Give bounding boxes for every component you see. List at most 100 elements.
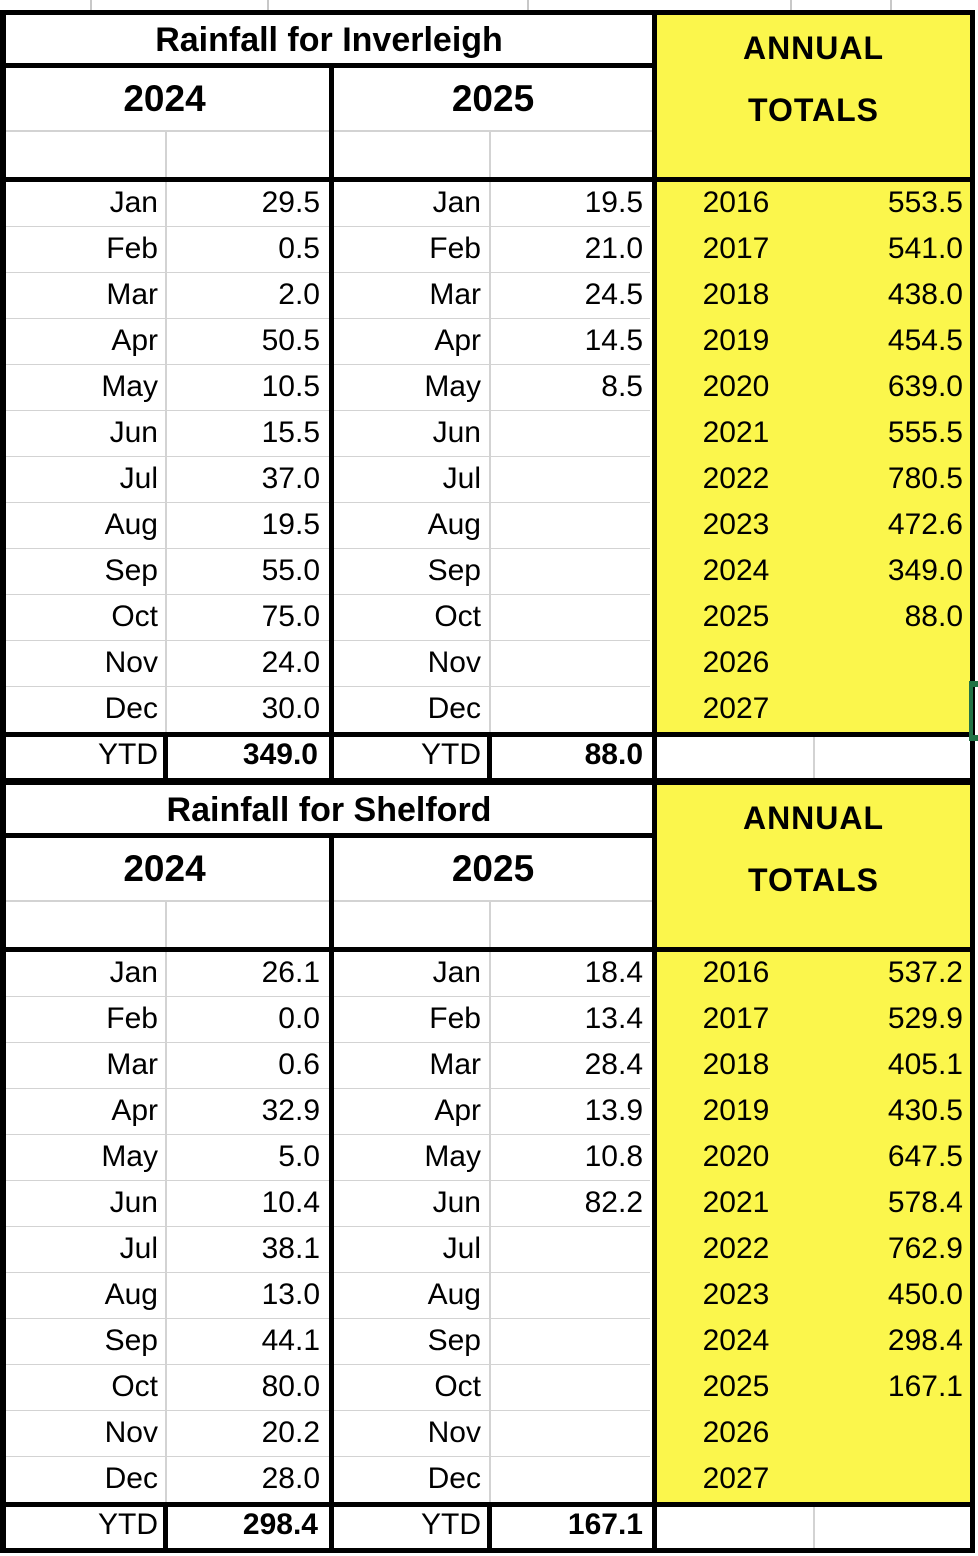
month-cell[interactable]: Nov [104,1416,158,1449]
annual-total-cell[interactable]: 298.4 [887,1324,963,1357]
annual-year-cell[interactable]: 2027 [702,1462,770,1495]
month-cell[interactable]: Sep [104,1324,158,1357]
month-cell[interactable]: Nov [427,646,481,679]
month-cell[interactable]: Sep [104,554,158,587]
annual-year-cell[interactable]: 2027 [702,692,770,725]
rainfall-value-cell[interactable]: 10.5 [261,370,320,403]
rainfall-value-cell[interactable] [489,1364,643,1410]
rainfall-value-cell[interactable]: 80.0 [261,1370,320,1403]
month-cell[interactable]: Jul [119,462,158,495]
annual-total-cell[interactable]: 430.5 [887,1094,963,1127]
annual-total-cell[interactable]: 438.0 [887,278,963,311]
annual-year-cell[interactable]: 2025 [702,1370,770,1403]
annual-year-cell[interactable]: 2021 [702,1186,770,1219]
rainfall-value-cell[interactable]: 0.0 [278,1002,320,1035]
month-cell[interactable]: Apr [434,1094,481,1127]
annual-total-cell[interactable] [815,1456,963,1502]
month-cell[interactable]: May [424,370,481,403]
month-cell[interactable]: Nov [104,646,158,679]
month-cell[interactable]: Aug [104,508,158,541]
month-cell[interactable]: Aug [104,1278,158,1311]
month-cell[interactable]: Oct [111,600,158,633]
rainfall-value-cell[interactable]: 55.0 [261,554,320,587]
month-cell[interactable]: Mar [106,1048,158,1081]
annual-total-cell[interactable]: 780.5 [887,462,963,495]
rainfall-value-cell[interactable] [489,548,643,594]
annual-total-cell[interactable]: 88.0 [904,600,963,633]
rainfall-value-cell[interactable]: 44.1 [261,1324,320,1357]
month-cell[interactable]: Aug [427,1278,481,1311]
annual-year-cell[interactable]: 2023 [702,508,770,541]
month-cell[interactable]: Jul [442,462,481,495]
rainfall-value-cell[interactable] [489,1272,643,1318]
rainfall-value-cell[interactable]: 28.4 [584,1048,643,1081]
cell-selection-handle[interactable] [969,681,978,687]
rainfall-value-cell[interactable] [489,502,643,548]
rainfall-value-cell[interactable]: 10.8 [584,1140,643,1173]
month-cell[interactable]: Apr [111,324,158,357]
month-cell[interactable]: Feb [106,232,158,265]
rainfall-value-cell[interactable] [489,410,643,456]
rainfall-value-cell[interactable]: 29.5 [261,186,320,219]
month-cell[interactable]: Aug [427,508,481,541]
rainfall-value-cell[interactable]: 24.0 [261,646,320,679]
month-cell[interactable]: Feb [429,1002,481,1035]
rainfall-value-cell[interactable]: 37.0 [261,462,320,495]
month-cell[interactable]: Mar [429,278,481,311]
annual-year-cell[interactable]: 2021 [702,416,770,449]
month-cell[interactable]: Dec [104,692,158,725]
annual-year-cell[interactable]: 2016 [702,956,770,989]
rainfall-value-cell[interactable]: 21.0 [584,232,643,265]
rainfall-value-cell[interactable] [489,1226,643,1272]
year-column-header[interactable]: 2025 [451,848,535,889]
rainfall-value-cell[interactable]: 30.0 [261,692,320,725]
month-cell[interactable]: Sep [427,1324,481,1357]
rainfall-value-cell[interactable]: 28.0 [261,1462,320,1495]
month-cell[interactable]: Jan [109,186,158,219]
month-cell[interactable]: Oct [434,1370,481,1403]
rainfall-value-cell[interactable]: 13.0 [261,1278,320,1311]
annual-year-cell[interactable]: 2019 [702,324,770,357]
month-cell[interactable]: Jun [432,1186,481,1219]
month-cell[interactable]: Dec [427,1462,481,1495]
rainfall-value-cell[interactable]: 14.5 [584,324,643,357]
rainfall-value-cell[interactable]: 18.4 [584,956,643,989]
month-cell[interactable]: Jun [109,1186,158,1219]
month-cell[interactable]: Oct [111,1370,158,1403]
annual-year-cell[interactable]: 2016 [702,186,770,219]
annual-total-cell[interactable]: 762.9 [887,1232,963,1265]
ytd-total-cell[interactable]: 349.0 [242,738,318,771]
rainfall-value-cell[interactable]: 15.5 [261,416,320,449]
annual-year-cell[interactable]: 2020 [702,370,770,403]
month-cell[interactable]: Jan [432,956,481,989]
rainfall-value-cell[interactable] [489,686,643,732]
ytd-total-cell[interactable]: 167.1 [567,1508,643,1541]
year-column-header[interactable]: 2024 [123,78,206,119]
month-cell[interactable]: Mar [106,278,158,311]
rainfall-value-cell[interactable] [489,1318,643,1364]
month-cell[interactable]: Apr [434,324,481,357]
annual-total-cell[interactable]: 405.1 [887,1048,963,1081]
rainfall-value-cell[interactable] [489,1456,643,1502]
month-cell[interactable]: Feb [106,1002,158,1035]
annual-year-cell[interactable]: 2024 [702,554,770,587]
annual-total-cell[interactable]: 349.0 [887,554,963,587]
rainfall-value-cell[interactable]: 19.5 [584,186,643,219]
annual-total-cell[interactable] [815,640,963,686]
rainfall-value-cell[interactable]: 26.1 [261,956,320,989]
annual-year-cell[interactable]: 2018 [702,1048,770,1081]
rainfall-value-cell[interactable]: 82.2 [584,1186,643,1219]
month-cell[interactable]: Dec [104,1462,158,1495]
annual-total-cell[interactable]: 454.5 [887,324,963,357]
ytd-total-cell[interactable]: 88.0 [584,738,643,771]
month-cell[interactable]: Jul [119,1232,158,1265]
annual-total-cell[interactable]: 472.6 [887,508,963,541]
annual-total-cell[interactable]: 578.4 [887,1186,963,1219]
rainfall-value-cell[interactable]: 13.4 [584,1002,643,1035]
annual-year-cell[interactable]: 2018 [702,278,770,311]
rainfall-value-cell[interactable]: 24.5 [584,278,643,311]
rainfall-value-cell[interactable]: 50.5 [261,324,320,357]
annual-year-cell[interactable]: 2026 [702,646,770,679]
rainfall-value-cell[interactable]: 0.6 [278,1048,320,1081]
annual-year-cell[interactable]: 2019 [702,1094,770,1127]
